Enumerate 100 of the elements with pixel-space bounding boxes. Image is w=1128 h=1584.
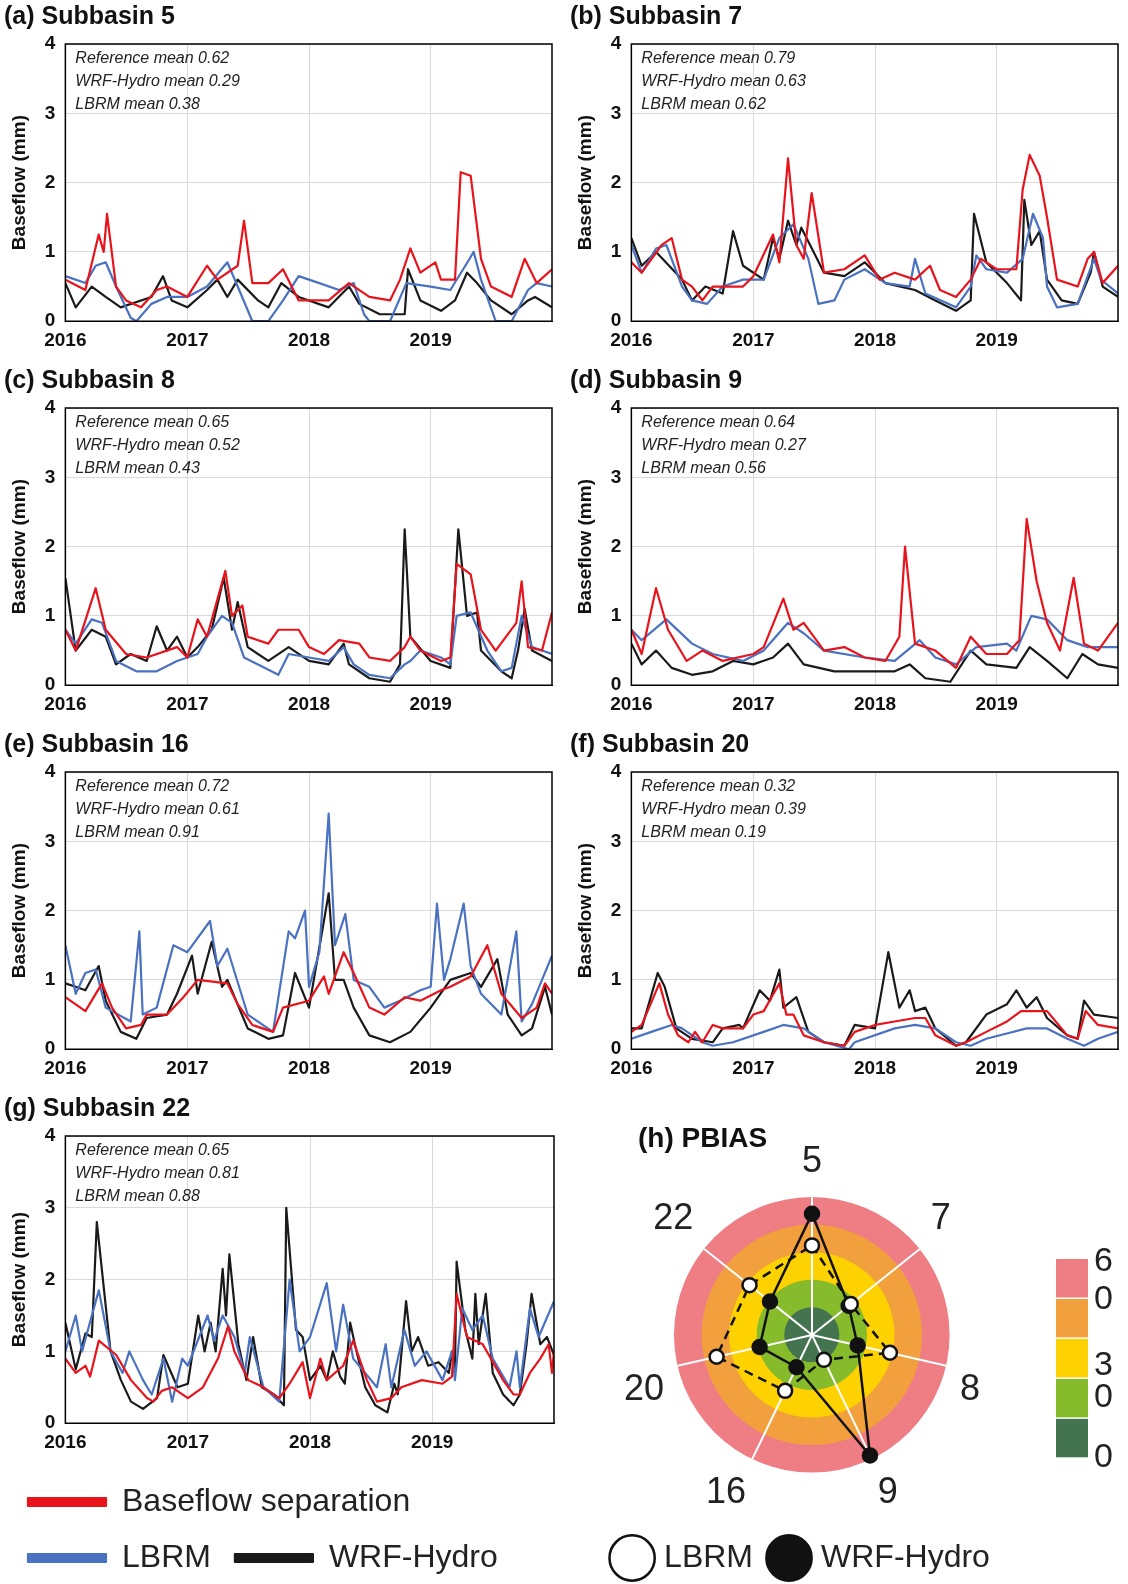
- y-tick-label: 2: [44, 534, 56, 556]
- y-tick-label: 3: [44, 829, 56, 851]
- y-tick-label: 0: [44, 1411, 56, 1433]
- x-tick-label: 2018: [287, 692, 331, 714]
- text: 6: [1094, 1240, 1113, 1279]
- y-tick-label: 4: [44, 1124, 56, 1146]
- y-tick-label: 0: [610, 309, 622, 331]
- y-tick-label: 2: [610, 898, 622, 920]
- spoke-label: 7: [930, 1195, 951, 1237]
- y-tick-label: 3: [44, 465, 56, 487]
- y-tick-label: 3: [610, 465, 622, 487]
- x-tick-label: 2019: [975, 692, 1018, 714]
- chart-title: (c) Subbasin 8: [4, 364, 175, 393]
- annotation: Reference mean 0.65: [75, 1141, 230, 1159]
- annotation: LBRM mean 0.62: [641, 95, 766, 113]
- chart-title: (d) Subbasin 9: [570, 364, 743, 393]
- legend-label: WRF-Hydro: [328, 1537, 498, 1574]
- x-tick-label: 2018: [853, 692, 897, 714]
- annotation: LBRM mean 0.43: [75, 459, 200, 477]
- annotation: LBRM mean 0.56: [641, 459, 766, 477]
- x-tick-label: 2016: [610, 1056, 653, 1078]
- annotation: Reference mean 0.79: [641, 49, 796, 67]
- spoke-label: 22: [653, 1195, 694, 1237]
- annotation: Reference mean 0.72: [75, 777, 230, 795]
- y-tick-label: 2: [610, 170, 622, 192]
- y-tick-label: 3: [610, 829, 622, 851]
- y-tick-label: 1: [610, 604, 622, 626]
- x-tick-label: 2019: [975, 1056, 1018, 1078]
- legend-label: Baseflow separation: [122, 1481, 411, 1518]
- x-tick-label: 2017: [166, 692, 209, 714]
- y-axis-title: Baseflow (mm): [7, 115, 29, 251]
- spoke-label: 9: [877, 1470, 898, 1512]
- annotation: WRF-Hydro mean 0.81: [75, 1164, 240, 1182]
- x-tick-label: 2019: [975, 328, 1018, 350]
- y-axis-title: Baseflow (mm): [573, 115, 595, 251]
- y-tick-label: 2: [44, 170, 56, 192]
- chart-title: (g) Subbasin 22: [4, 1092, 191, 1121]
- y-tick-label: 1: [44, 1339, 56, 1361]
- legend-label: WRF-Hydro: [821, 1537, 990, 1574]
- y-tick-label: 0: [610, 1037, 622, 1059]
- text: 0: [1094, 1436, 1113, 1475]
- x-tick-label: 2016: [610, 328, 653, 350]
- spoke-label: 8: [959, 1367, 981, 1409]
- y-tick-label: 1: [610, 968, 622, 990]
- y-axis-title: Baseflow (mm): [7, 1212, 29, 1348]
- annotation: LBRM mean 0.38: [75, 95, 200, 113]
- annotation: LBRM mean 0.91: [75, 823, 200, 841]
- y-tick-label: 1: [44, 604, 56, 626]
- x-tick-label: 2017: [732, 328, 775, 350]
- spoke-label: 5: [801, 1138, 823, 1180]
- chart-title: (b) Subbasin 7: [570, 0, 743, 29]
- chart-title: (h) PBIAS: [638, 1122, 768, 1154]
- x-tick-label: 2019: [409, 1056, 452, 1078]
- y-tick-label: 0: [44, 673, 56, 695]
- annotation: Reference mean 0.62: [75, 49, 230, 67]
- y-tick-label: 4: [44, 396, 56, 418]
- annotation: Reference mean 0.65: [75, 413, 230, 431]
- annotation: WRF-Hydro mean 0.39: [641, 800, 806, 818]
- annotation: WRF-Hydro mean 0.61: [75, 800, 240, 818]
- x-tick-label: 2019: [411, 1430, 454, 1452]
- y-tick-label: 2: [44, 1267, 56, 1289]
- spoke-label: 16: [706, 1470, 747, 1512]
- x-tick-label: 2018: [288, 1430, 332, 1452]
- y-tick-label: 3: [44, 1196, 56, 1218]
- chart-title: (a) Subbasin 5: [4, 0, 175, 29]
- annotation: LBRM mean 0.19: [641, 823, 766, 841]
- chart-title: (e) Subbasin 16: [4, 728, 189, 757]
- y-tick-label: 2: [610, 534, 622, 556]
- x-tick-label: 2018: [287, 328, 331, 350]
- x-tick-label: 2018: [287, 1056, 331, 1078]
- y-tick-label: 2: [44, 898, 56, 920]
- annotation: Reference mean 0.32: [641, 777, 796, 795]
- annotation: WRF-Hydro mean 0.63: [641, 72, 806, 90]
- y-tick-label: 4: [610, 396, 622, 418]
- y-tick-label: 4: [610, 760, 622, 782]
- y-axis-title: Baseflow (mm): [573, 479, 595, 615]
- y-tick-label: 1: [44, 240, 56, 262]
- x-tick-label: 2016: [44, 692, 87, 714]
- y-tick-label: 4: [610, 32, 622, 54]
- annotation: LBRM mean 0.88: [75, 1187, 200, 1205]
- x-tick-label: 2017: [732, 1056, 775, 1078]
- x-tick-label: 2017: [166, 1056, 209, 1078]
- y-tick-label: 0: [44, 1037, 56, 1059]
- chart-title: (f) Subbasin 20: [570, 728, 750, 757]
- x-tick-label: 2016: [44, 1056, 87, 1078]
- x-tick-label: 2017: [166, 1430, 209, 1452]
- y-tick-label: 1: [44, 968, 56, 990]
- annotation: WRF-Hydro mean 0.29: [75, 72, 240, 90]
- annotation: Reference mean 0.64: [641, 413, 796, 431]
- y-tick-label: 3: [44, 101, 56, 123]
- y-tick-label: 0: [44, 309, 56, 331]
- x-tick-label: 2018: [853, 1056, 897, 1078]
- spoke-label: 20: [623, 1367, 665, 1409]
- y-axis-title: Baseflow (mm): [7, 843, 29, 979]
- y-axis-title: Baseflow (mm): [7, 479, 29, 615]
- legend-label: LBRM: [122, 1537, 211, 1574]
- y-tick-label: 0: [610, 673, 622, 695]
- y-tick-label: 4: [44, 32, 56, 54]
- y-tick-label: 4: [44, 760, 56, 782]
- x-tick-label: 2019: [409, 328, 452, 350]
